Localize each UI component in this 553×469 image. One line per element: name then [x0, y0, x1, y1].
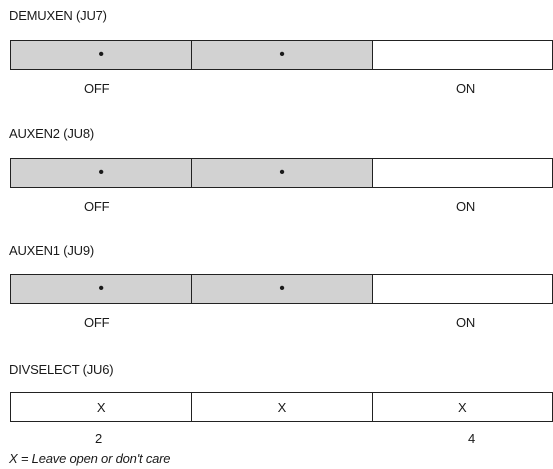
jumper-block-divselect: X X X: [10, 392, 553, 422]
jumper-pin-1: •: [11, 275, 192, 303]
jumper-pin-2: X: [191, 393, 372, 421]
jumper-title-auxen2: AUXEN2 (JU8): [9, 126, 95, 141]
jumper-title-divselect: DIVSELECT (JU6): [9, 362, 114, 377]
pin-dot: •: [279, 164, 285, 181]
pin-dot: •: [98, 164, 104, 181]
jumper-right-label: ON: [456, 315, 476, 330]
jumper-right-label: ON: [456, 81, 476, 96]
jumper-left-label: 2: [95, 431, 103, 446]
pin-mark: X: [96, 399, 106, 415]
jumper-right-label: ON: [456, 199, 476, 214]
jumper-pin-2: •: [191, 275, 372, 303]
jumper-pin-1: X: [11, 393, 192, 421]
jumper-block-auxen1: • •: [10, 274, 553, 304]
jumper-left-label: OFF: [84, 81, 110, 96]
jumper-block-auxen2: • •: [10, 158, 553, 188]
pin-mark: X: [457, 399, 467, 415]
jumper-block-demuxen: • •: [10, 40, 553, 70]
jumper-right-label: 4: [468, 431, 476, 446]
jumper-pin-3: X: [371, 393, 552, 421]
jumper-pin-1: •: [11, 159, 192, 187]
jumper-left-label: OFF: [84, 315, 110, 330]
jumper-pin-2: •: [191, 159, 372, 187]
pin-mark: X: [277, 399, 287, 415]
jumper-pin-1: •: [11, 41, 192, 69]
jumper-pin-3: [371, 275, 552, 303]
jumper-title-auxen1: AUXEN1 (JU9): [9, 243, 95, 258]
jumper-pin-2: •: [191, 41, 372, 69]
jumper-title-demuxen: DEMUXEN (JU7): [9, 8, 107, 23]
footnote: X = Leave open or don't care: [9, 451, 171, 466]
pin-dot: •: [279, 46, 285, 63]
jumper-pin-3: [371, 159, 552, 187]
pin-dot: •: [98, 280, 104, 297]
pin-dot: •: [98, 46, 104, 63]
pin-dot: •: [279, 280, 285, 297]
jumper-pin-3: [371, 41, 552, 69]
jumper-left-label: OFF: [84, 199, 110, 214]
